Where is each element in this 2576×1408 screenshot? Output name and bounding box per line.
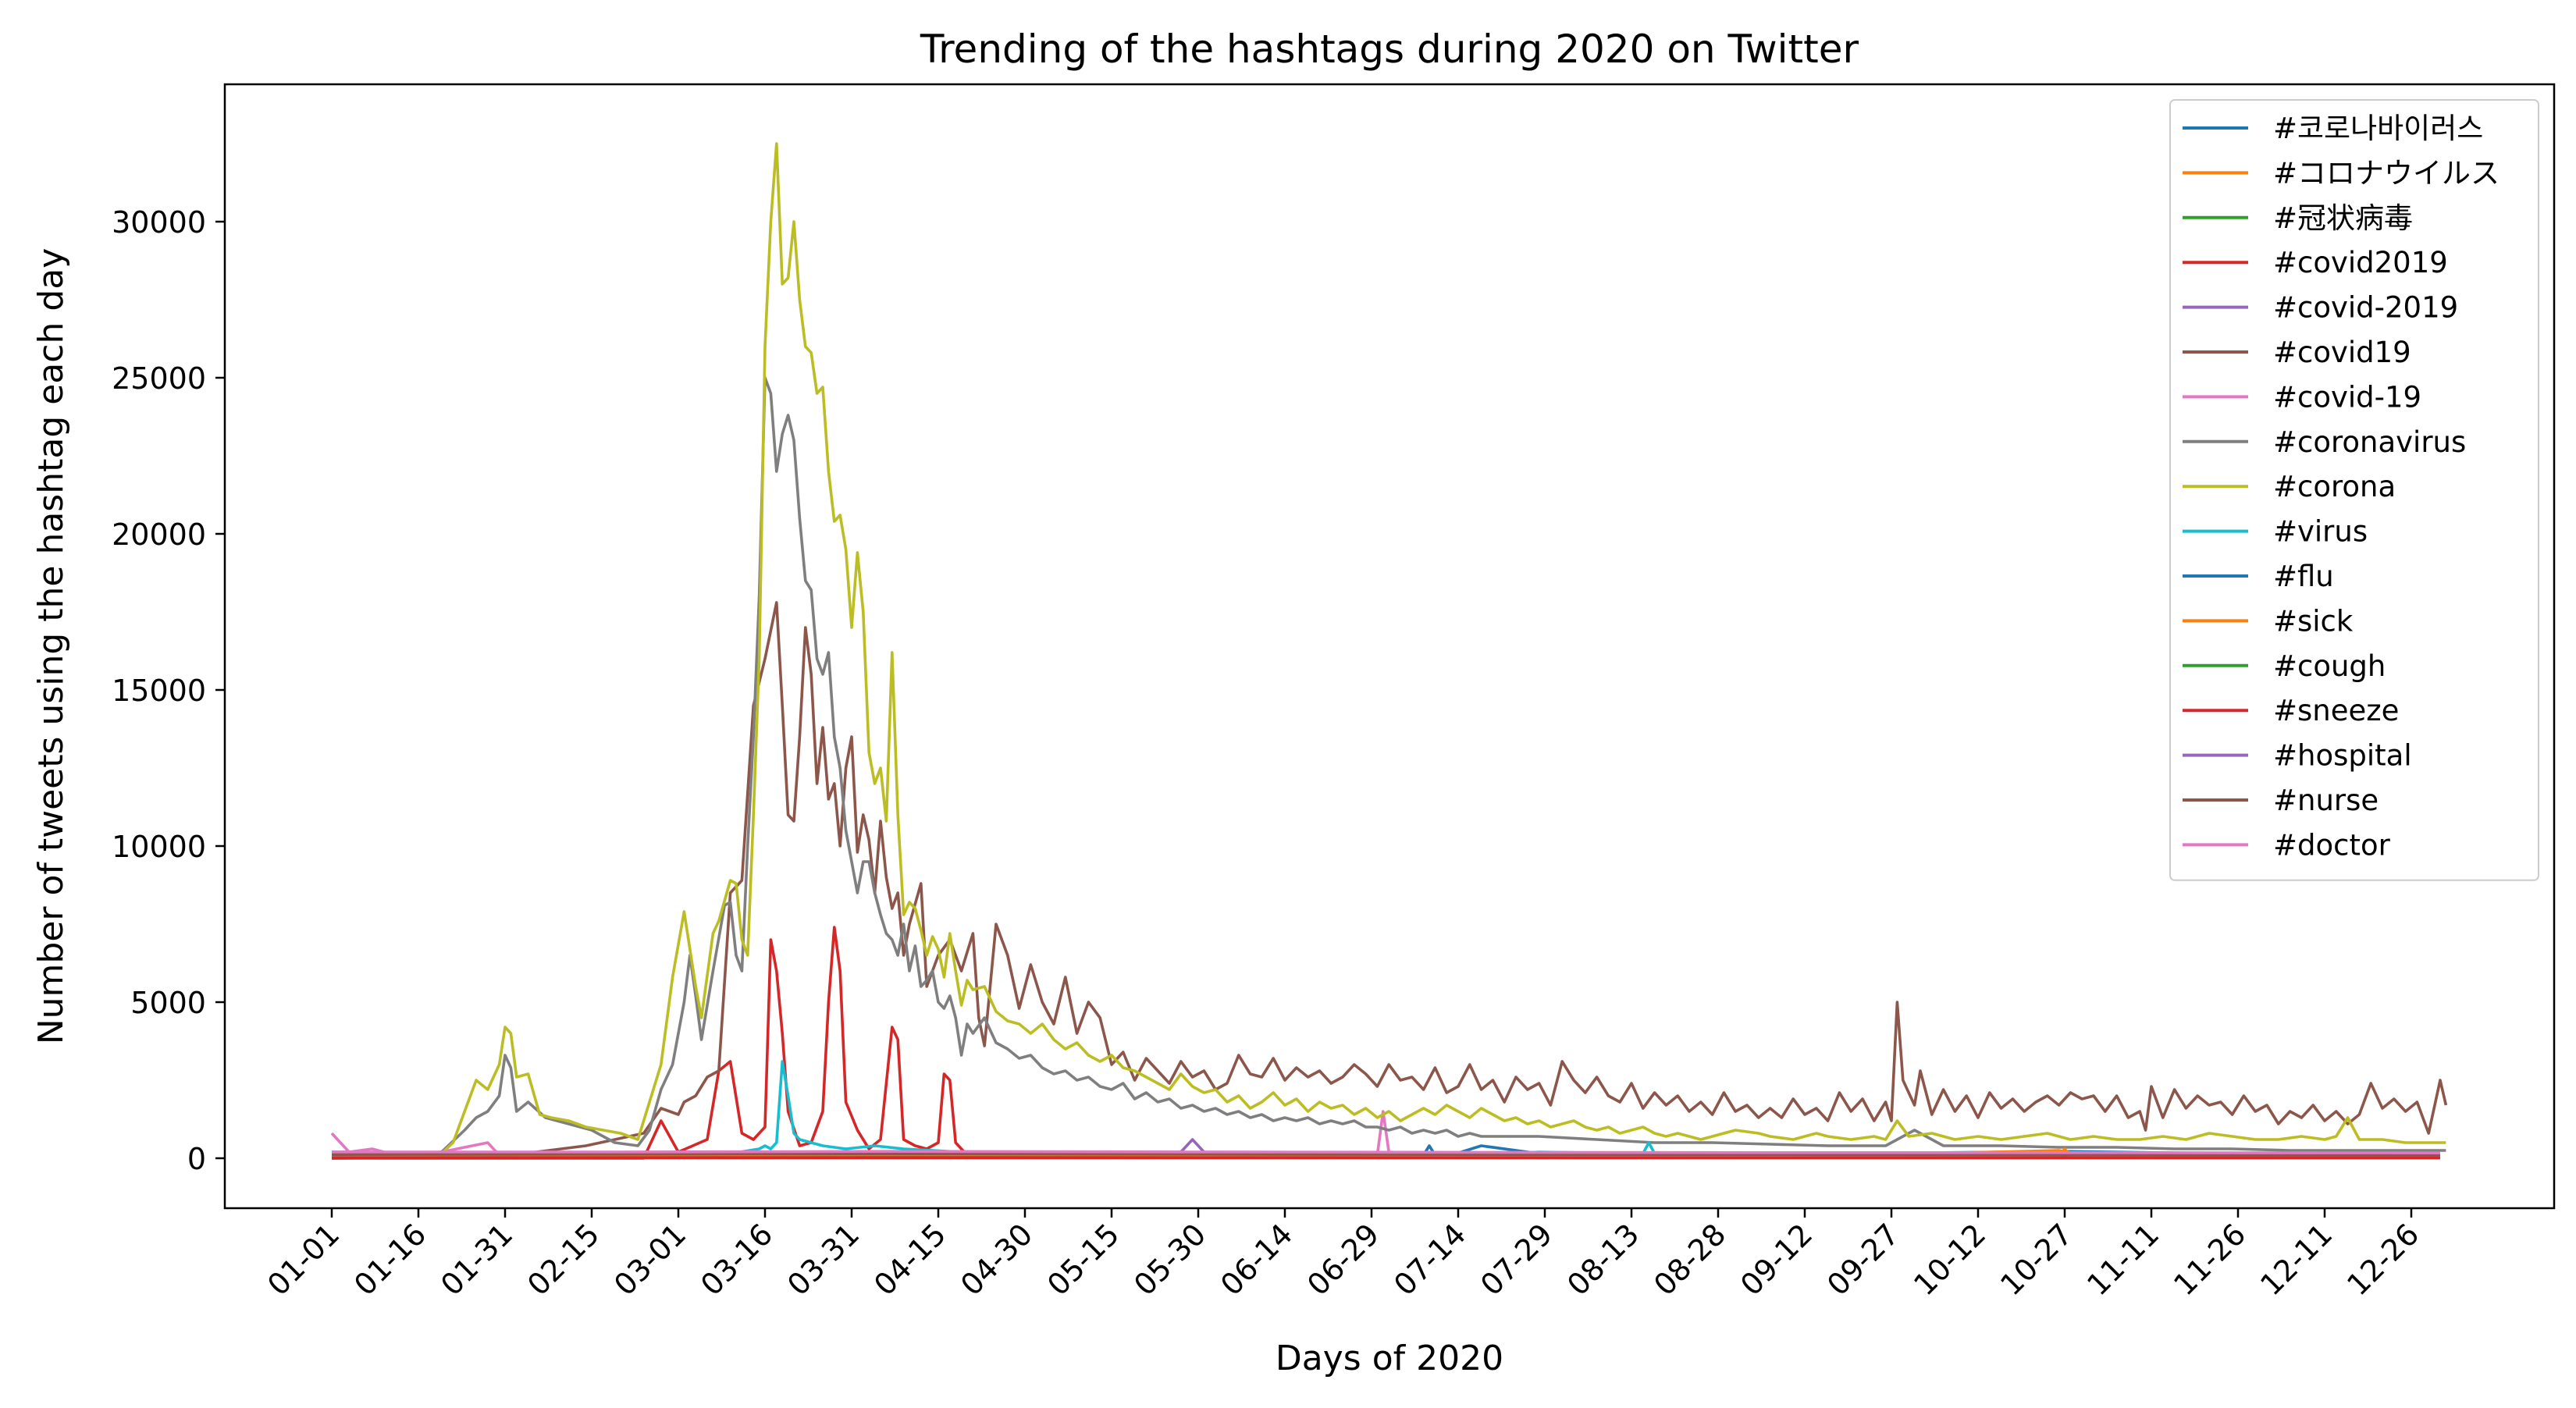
chart-title: Trending of the hashtags during 2020 on … (920, 27, 1859, 72)
y-axis-label: Number of tweets using the hashtag each … (31, 248, 71, 1045)
y-tick-label: 15000 (112, 674, 206, 708)
y-tick-label: 30000 (112, 205, 206, 240)
legend-label: #코로나바이러스 (2273, 112, 2483, 145)
legend-label: #doctor (2273, 828, 2391, 862)
legend-label: #hospital (2273, 739, 2412, 773)
legend-label: #corona (2273, 470, 2396, 503)
legend-label: #冠状病毒 (2273, 201, 2413, 235)
legend-label: #sick (2273, 604, 2354, 638)
legend-label: #cough (2273, 649, 2386, 683)
legend-label: #コロナウイルス (2273, 156, 2500, 190)
legend-label: #covid19 (2273, 336, 2411, 369)
legend-label: #sneeze (2273, 694, 2399, 727)
y-tick-label: 10000 (112, 830, 206, 864)
legend-label: #covid2019 (2273, 246, 2448, 279)
y-tick-label: 5000 (130, 986, 206, 1020)
legend-label: #flu (2273, 560, 2334, 593)
series-line-17 (332, 1151, 2440, 1153)
y-tick-label: 0 (187, 1142, 206, 1176)
legend-label: #nurse (2273, 784, 2379, 817)
legend-label: #covid-2019 (2273, 291, 2458, 325)
legend-label: #virus (2273, 515, 2368, 549)
y-tick-label: 20000 (112, 517, 206, 552)
legend-label: #coronavirus (2273, 425, 2466, 459)
legend: #코로나바이러스 #コロナウイルス #冠状病毒 #covid2019 #covid-20… (2170, 100, 2539, 880)
x-axis-label: Days of 2020 (1276, 1339, 1503, 1378)
y-tick-label: 25000 (112, 361, 206, 396)
legend-label: #covid-19 (2273, 380, 2421, 414)
